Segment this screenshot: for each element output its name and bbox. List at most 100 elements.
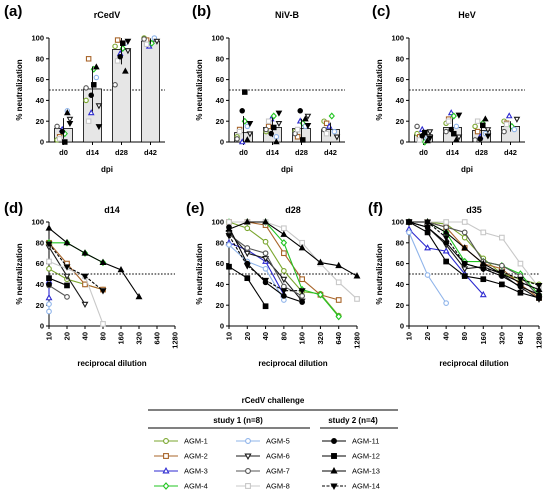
data-point xyxy=(263,126,269,133)
data-point xyxy=(442,235,450,242)
data-point xyxy=(354,296,360,302)
x-tick-label: d28 xyxy=(295,148,308,157)
data-point xyxy=(447,109,455,116)
data-point xyxy=(64,109,71,116)
y-tick-label: 0 xyxy=(40,322,44,331)
data-point xyxy=(405,219,413,226)
data-point xyxy=(242,89,248,95)
data-point xyxy=(93,74,100,81)
data-point xyxy=(83,97,89,104)
y-axis-label: % neutralization xyxy=(195,59,204,120)
data-point xyxy=(455,134,463,141)
data-point xyxy=(225,225,233,232)
data-point xyxy=(484,133,492,140)
y-tick-label: 80 xyxy=(396,238,404,247)
data-point xyxy=(114,37,121,43)
x-axis-label: reciprocal dilution xyxy=(77,359,146,368)
data-point xyxy=(424,244,432,251)
y-tick-label: 20 xyxy=(36,117,44,126)
y-tick-label: 20 xyxy=(216,117,224,126)
y-tick-label: 40 xyxy=(36,280,44,289)
data-point xyxy=(328,112,335,120)
y-tick-label: 60 xyxy=(36,259,44,268)
data-point xyxy=(243,218,251,225)
data-point xyxy=(477,136,483,142)
panel-letter: (c) xyxy=(372,3,390,20)
data-point xyxy=(513,116,521,123)
legend-label: AGM-2 xyxy=(184,452,208,461)
legend-marker xyxy=(244,453,252,461)
y-tick-label: 60 xyxy=(396,75,404,84)
chart-panel-e: (e) d28 0 20 40 60 80 100 % neutralization 10 20 40… xyxy=(186,200,362,368)
data-point xyxy=(335,312,342,321)
x-tick-label: 640 xyxy=(334,332,343,345)
data-point xyxy=(46,265,52,272)
data-point xyxy=(335,261,343,269)
x-tick-label: d42 xyxy=(324,148,337,157)
y-tick-label: 60 xyxy=(216,75,224,84)
data-point xyxy=(422,129,428,136)
data-point xyxy=(298,288,306,295)
x-tick-label: 1280 xyxy=(353,332,362,349)
data-point xyxy=(153,38,161,45)
y-axis-label: % neutralization xyxy=(375,243,384,304)
data-point xyxy=(484,127,492,134)
data-point xyxy=(299,299,305,305)
legend-marker xyxy=(245,468,251,474)
data-point xyxy=(280,239,288,247)
series-line-agm-14 xyxy=(48,243,104,292)
data-point xyxy=(225,233,233,240)
x-tick-label: 640 xyxy=(516,332,525,345)
x-tick-label: 1280 xyxy=(535,332,544,349)
data-point xyxy=(298,244,306,251)
data-point xyxy=(122,67,129,74)
data-point xyxy=(124,38,132,45)
legend-label: AGM-3 xyxy=(184,467,208,476)
series-line-agm-12 xyxy=(408,221,540,299)
x-tick-label: 20 xyxy=(423,332,432,340)
legend-study1-title: study 1 (n=8) xyxy=(213,416,263,425)
data-point xyxy=(503,121,510,128)
y-tick-label: 100 xyxy=(391,34,404,43)
data-point xyxy=(499,262,505,269)
x-axis-label: reciprocal dilution xyxy=(439,359,508,368)
data-point xyxy=(95,103,103,110)
data-point xyxy=(426,129,434,136)
data-point xyxy=(442,247,450,254)
y-tick-label: 40 xyxy=(216,280,224,289)
data-point xyxy=(100,321,106,327)
data-point xyxy=(226,219,232,225)
data-point xyxy=(234,136,240,142)
data-point xyxy=(63,273,71,280)
legend-label: AGM-5 xyxy=(266,437,290,446)
data-point xyxy=(91,82,97,88)
data-point xyxy=(244,245,251,251)
data-point xyxy=(297,108,303,114)
data-point xyxy=(443,219,449,225)
x-tick-label: 320 xyxy=(316,332,325,345)
data-point xyxy=(505,112,513,119)
data-point xyxy=(333,134,341,141)
data-point xyxy=(243,250,251,258)
legend-label: AGM-13 xyxy=(352,467,380,476)
panel-title: HeV xyxy=(458,10,476,20)
legend-marker xyxy=(330,483,338,491)
data-point xyxy=(262,238,269,245)
panel-title: d35 xyxy=(466,205,482,215)
legend-title: rCedV challenge xyxy=(242,396,305,405)
data-point xyxy=(498,269,506,276)
y-tick-label: 0 xyxy=(400,322,404,331)
data-point xyxy=(244,275,251,282)
data-point xyxy=(414,123,420,130)
data-point xyxy=(453,136,460,143)
data-point xyxy=(46,281,52,288)
data-point xyxy=(426,135,434,142)
x-tick-label: 1280 xyxy=(171,332,180,349)
y-axis-label: % neutralization xyxy=(15,59,24,120)
data-point xyxy=(45,224,53,231)
legend-marker xyxy=(330,466,338,474)
legend-marker xyxy=(245,483,251,489)
legend-label: AGM-11 xyxy=(352,437,379,446)
data-point xyxy=(316,258,324,265)
